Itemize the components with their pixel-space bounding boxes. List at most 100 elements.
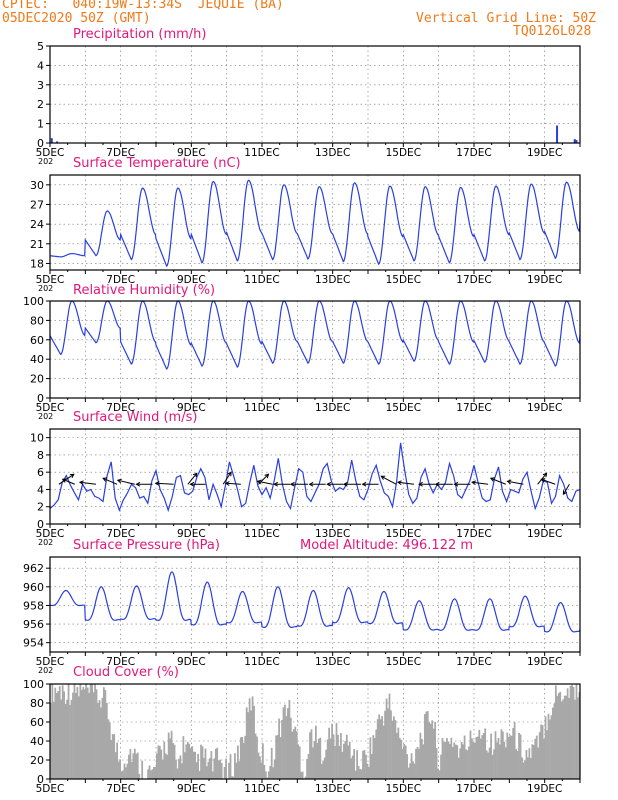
wind-arrow-shaft bbox=[397, 481, 414, 485]
wind-title: Surface Wind (m/s) bbox=[73, 410, 197, 425]
wind-arrow-head bbox=[189, 481, 195, 487]
cloud-bar bbox=[273, 759, 276, 779]
temp-xtick-label: 13DEC bbox=[315, 274, 350, 286]
cloud-bar bbox=[310, 729, 313, 779]
precip-xtick-label: 5DEC bbox=[36, 147, 65, 159]
cloud-bar bbox=[563, 695, 566, 779]
pres-ytick-label: 960 bbox=[23, 581, 44, 594]
cloud-bar bbox=[535, 735, 538, 779]
cloud-bar bbox=[156, 753, 158, 779]
cloud-bar bbox=[95, 689, 98, 779]
cloud-bar bbox=[275, 735, 278, 779]
cloud-bar bbox=[504, 747, 507, 779]
cloud-bar bbox=[317, 738, 320, 779]
cloud-bar bbox=[192, 751, 195, 779]
cloud-bar bbox=[72, 692, 74, 779]
wind-ytick-label: 8 bbox=[37, 449, 44, 462]
wind-arrow-head bbox=[361, 481, 367, 487]
wind-arrow-head bbox=[273, 481, 279, 487]
cloud-bar bbox=[428, 722, 431, 779]
pres-xtick-label: 9DEC bbox=[177, 656, 206, 668]
cloud-bar bbox=[499, 744, 501, 779]
cloud-bar bbox=[401, 748, 404, 779]
cloud-bar bbox=[256, 736, 258, 779]
cloud-bar bbox=[475, 737, 478, 779]
cloud-bar bbox=[472, 741, 475, 779]
cloud-bar bbox=[347, 745, 350, 779]
cloud-bar bbox=[295, 731, 298, 779]
wind-arrow-head bbox=[78, 480, 84, 486]
wind-arrow bbox=[135, 481, 153, 487]
cloud-bar bbox=[360, 769, 363, 779]
cloud-bar bbox=[476, 736, 479, 779]
temp-xtick-label: 5DEC bbox=[36, 274, 65, 286]
cloud-bar bbox=[217, 760, 220, 779]
cloud-bar bbox=[376, 719, 379, 779]
wind-arrow bbox=[273, 481, 291, 487]
wind-arrow-shaft bbox=[79, 481, 96, 485]
cloud-ytick-label: 0 bbox=[37, 773, 44, 786]
cloud-bar bbox=[272, 767, 275, 779]
cloud-bar bbox=[501, 731, 504, 779]
cloud-bar bbox=[429, 723, 432, 779]
temp-xtick-label: 15DEC bbox=[386, 274, 421, 286]
cloud-bar bbox=[406, 754, 409, 779]
cloud-bar bbox=[544, 716, 547, 779]
wind-xtick-label: 13DEC bbox=[315, 528, 350, 540]
cloud-bar bbox=[350, 758, 353, 779]
cloud-bar bbox=[232, 776, 235, 779]
cloud-bar bbox=[394, 720, 397, 779]
cloud-bar bbox=[70, 699, 73, 779]
wind-arrow bbox=[342, 481, 361, 487]
cloud-bar bbox=[524, 760, 526, 779]
cloud-bar bbox=[175, 759, 177, 779]
cloud-bar bbox=[285, 716, 288, 779]
cloud-bar bbox=[359, 769, 361, 779]
cloud-bar bbox=[55, 693, 58, 779]
cloud-bar bbox=[340, 733, 342, 779]
cloud-bar bbox=[223, 766, 226, 779]
cloud-bar bbox=[487, 752, 490, 779]
cloud-bar bbox=[387, 708, 389, 779]
cloud-bar bbox=[291, 731, 294, 779]
wind-arrow bbox=[189, 481, 206, 487]
wind-arrow-head bbox=[434, 481, 440, 487]
cloud-bar bbox=[527, 757, 529, 779]
cloud-bar bbox=[515, 749, 517, 779]
temp-xtick-label: 17DEC bbox=[456, 274, 491, 286]
cloud-bar bbox=[185, 744, 188, 779]
wind-xtick-label: 17DEC bbox=[456, 528, 491, 540]
cloud-bar bbox=[257, 752, 260, 779]
pres-xtick-label: 5DEC bbox=[36, 656, 65, 668]
wind-xtick-label: 15DEC bbox=[386, 528, 421, 540]
cloud-xtick-label: 11DEC bbox=[244, 783, 279, 795]
pres-xtick-label: 19DEC bbox=[527, 656, 562, 668]
cloud-bar bbox=[151, 769, 154, 779]
precip-ytick-label: 1 bbox=[37, 118, 44, 131]
wind-arrow bbox=[396, 480, 414, 486]
cloud-bar bbox=[64, 703, 67, 779]
cloud-bar bbox=[518, 733, 520, 779]
cloud-bar bbox=[86, 687, 89, 779]
pres-ytick-label: 956 bbox=[23, 618, 44, 631]
wind-arrow-head bbox=[396, 480, 402, 486]
cloud-bar bbox=[384, 710, 386, 779]
cloud-bar bbox=[66, 699, 68, 779]
precip-xtick-label: 9DEC bbox=[177, 147, 206, 159]
cloud-bar bbox=[465, 749, 467, 779]
wind-arrow-head bbox=[326, 481, 332, 487]
cloud-bar bbox=[466, 750, 469, 779]
cloud-bar bbox=[136, 752, 139, 779]
wind-arrow bbox=[471, 480, 489, 486]
wind-arrow-head bbox=[471, 480, 477, 486]
precip-year-cut: 202 bbox=[38, 157, 53, 166]
wind-xtick-label: 11DEC bbox=[244, 528, 279, 540]
wind-arrow-head bbox=[562, 490, 568, 496]
cloud-bar bbox=[132, 753, 135, 779]
wind-arrow bbox=[361, 481, 379, 487]
cloud-bar bbox=[309, 732, 311, 779]
pres-annotation: Model Altitude: 496.122 m bbox=[300, 538, 473, 553]
cloud-bar bbox=[337, 734, 339, 779]
cloud-xtick-label: 17DEC bbox=[456, 783, 491, 795]
cloud-bar bbox=[378, 714, 381, 779]
